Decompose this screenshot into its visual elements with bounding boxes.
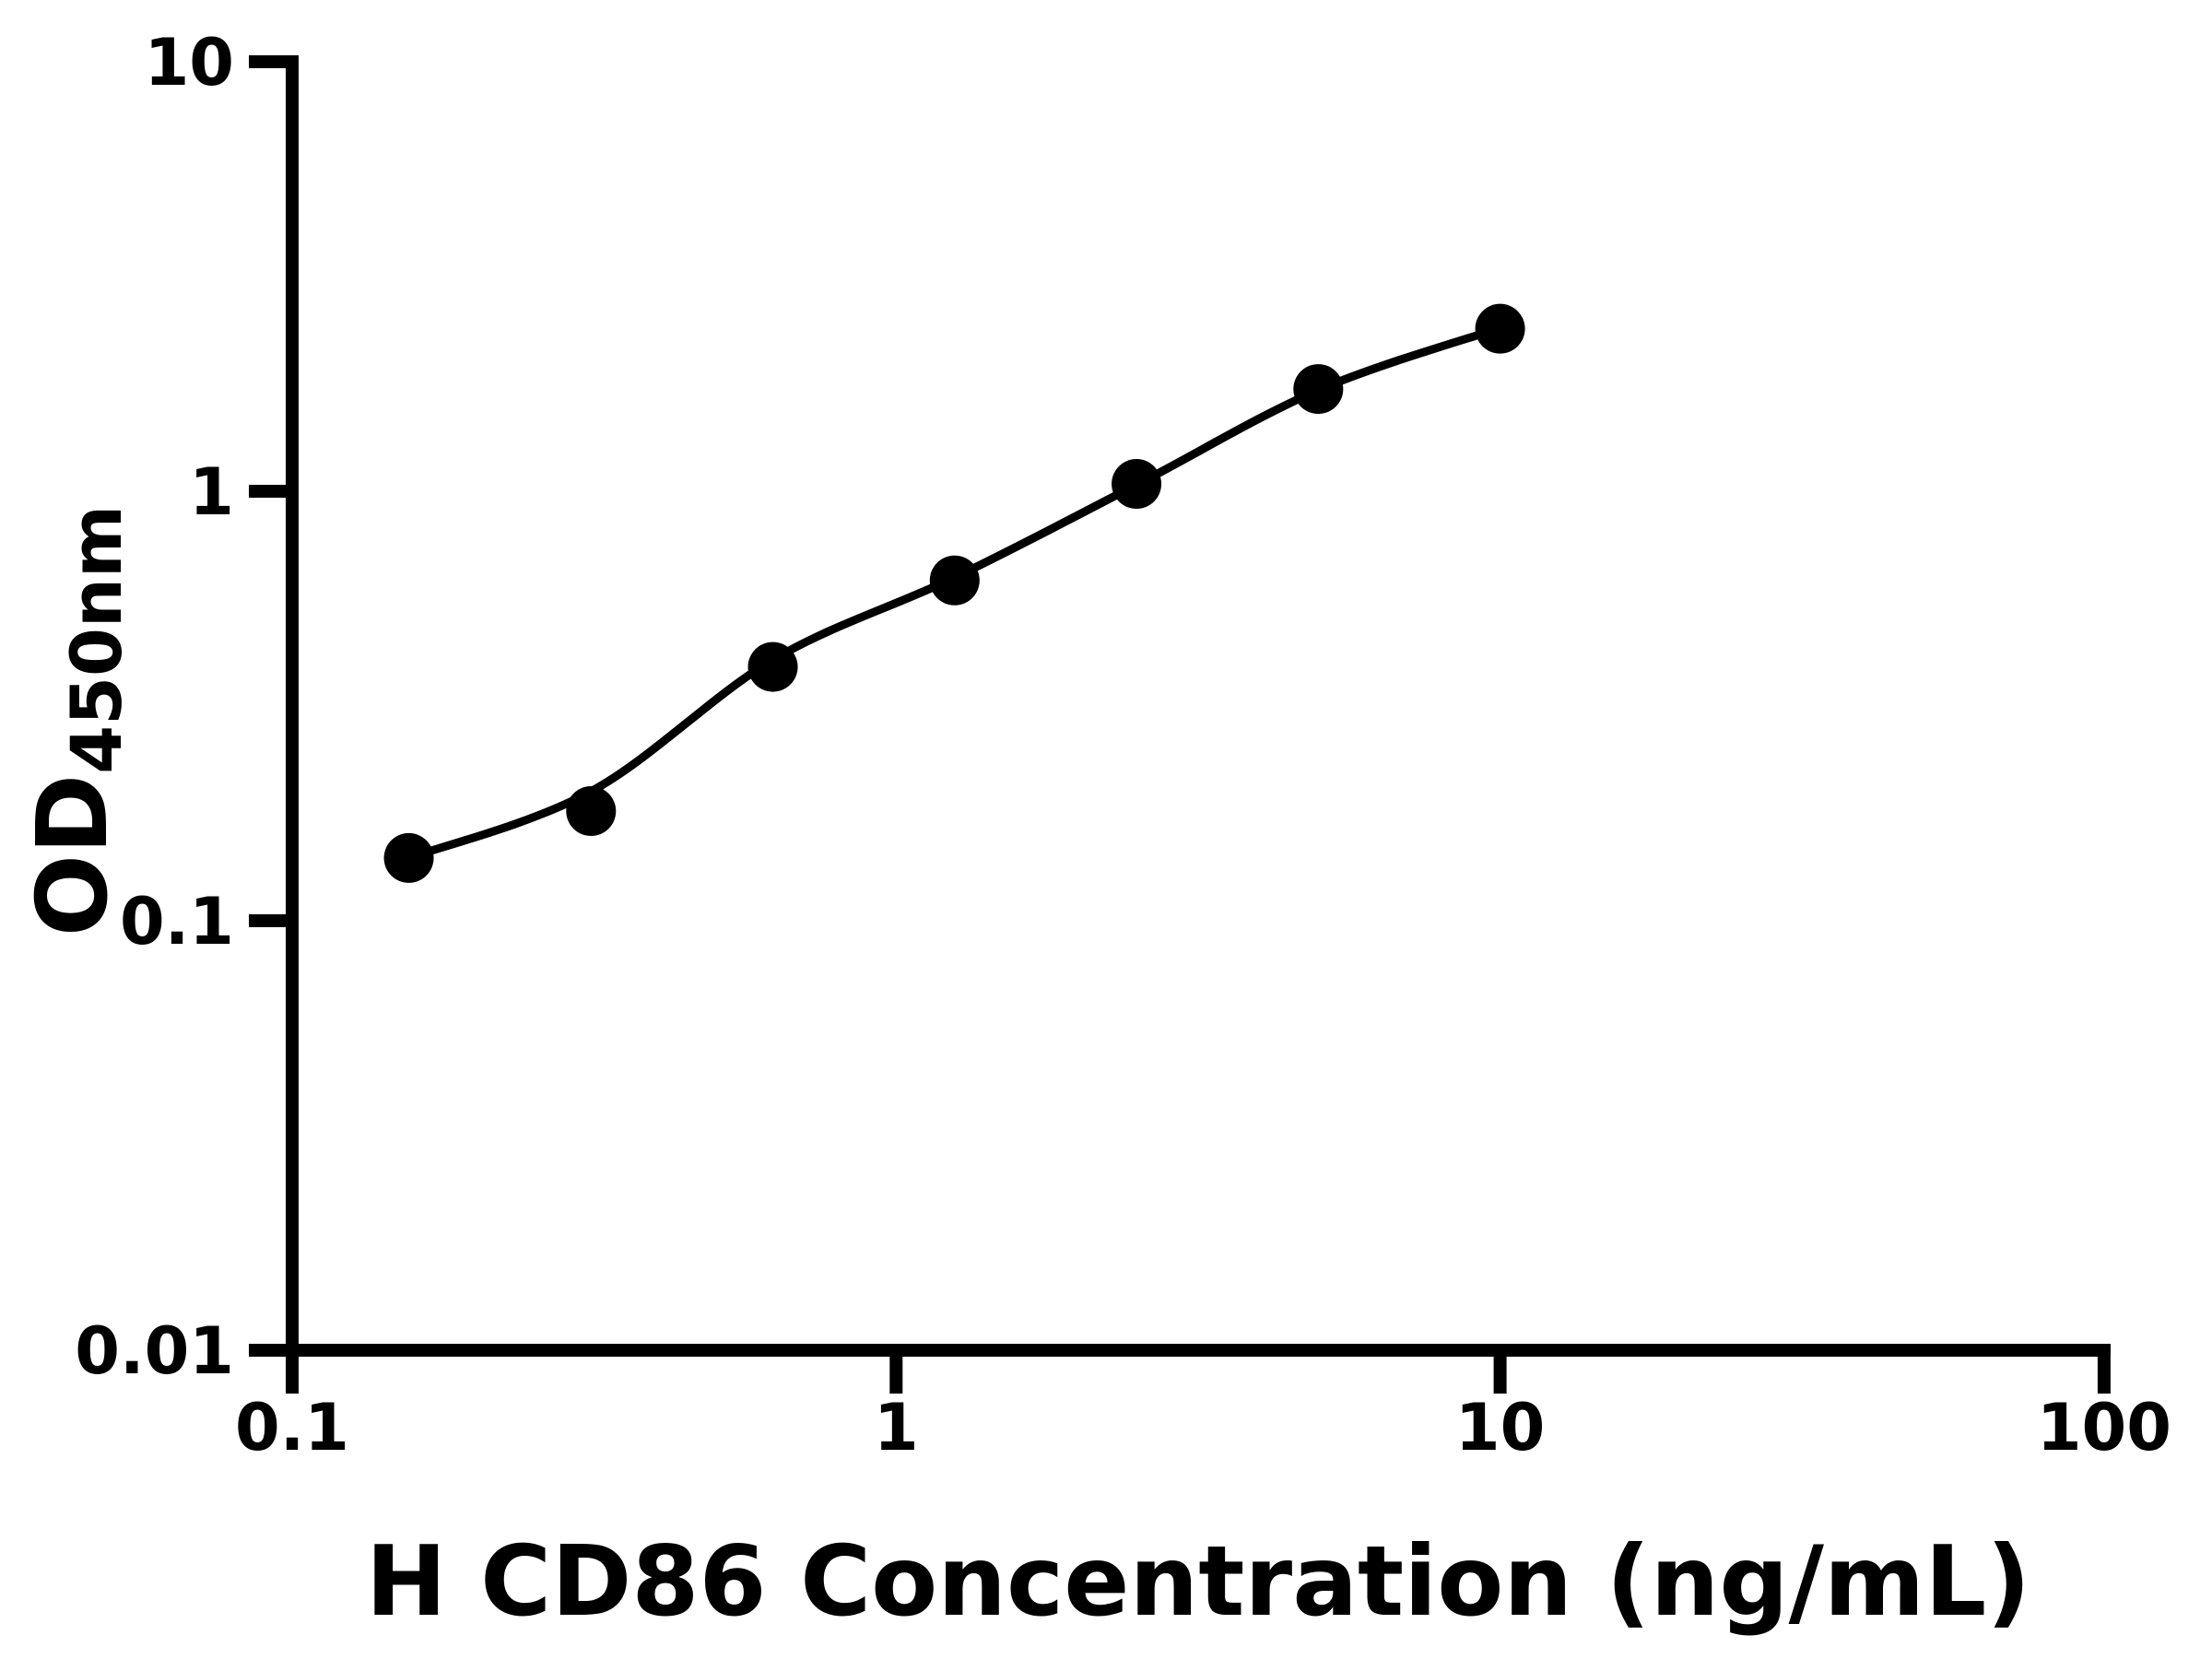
data-point [566,786,617,837]
data-points-group [383,303,1525,883]
data-point [747,641,798,692]
y-tick-label: 0.1 [120,884,234,959]
y-tick-label: 0.01 [75,1313,234,1389]
y-axis-title-subscript: 450nm [55,505,137,774]
data-point [383,832,434,883]
x-tick-label: 100 [2037,1390,2171,1465]
y-tick-label: 10 [145,25,234,100]
data-point [1475,303,1525,354]
data-point [1112,459,1162,510]
data-point [1293,364,1344,415]
x-tick-label: 0.1 [235,1390,349,1465]
axes-group [249,55,2111,1394]
data-point [929,555,980,606]
x-axis-title: H CD86 Concentration (ng/mL) [366,1525,2030,1638]
x-tick-label: 1 [874,1390,919,1465]
y-axis-title-main: OD [17,774,129,936]
x-tick-label: 10 [1455,1390,1545,1465]
y-axis-title: OD450nm [17,505,137,936]
y-tick-label: 1 [189,454,234,530]
